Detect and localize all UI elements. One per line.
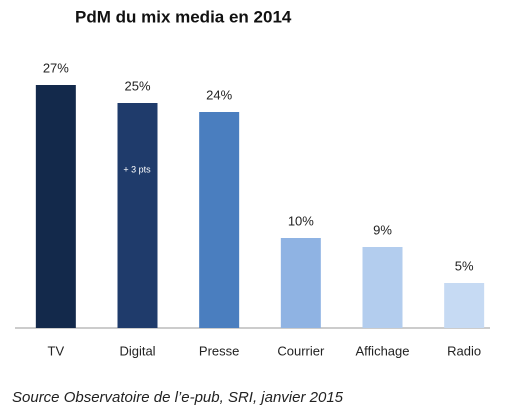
bar <box>117 103 158 328</box>
value-label: 9% <box>373 222 392 237</box>
chart-title: PdM du mix media en 2014 <box>75 7 292 26</box>
bar <box>444 283 485 328</box>
bar <box>199 112 240 328</box>
bar <box>35 85 76 328</box>
bar <box>280 238 321 328</box>
source: Source Observatoire de l’e-pub, SRI, jan… <box>12 389 344 406</box>
x-tick-label: Digital <box>119 343 155 358</box>
x-tick-label: Presse <box>199 343 239 358</box>
x-tick-label: Radio <box>447 343 481 358</box>
value-label: 24% <box>206 87 232 102</box>
x-tick-label: TV <box>48 343 65 358</box>
value-label: 25% <box>124 78 150 93</box>
x-tick-label: Affichage <box>356 343 410 358</box>
bar <box>362 247 403 328</box>
value-label: 27% <box>43 60 69 75</box>
value-label: 10% <box>288 213 314 228</box>
annotation: + 3 pts <box>123 164 151 174</box>
value-label: 5% <box>455 258 474 273</box>
x-tick-label: Courrier <box>277 343 325 358</box>
